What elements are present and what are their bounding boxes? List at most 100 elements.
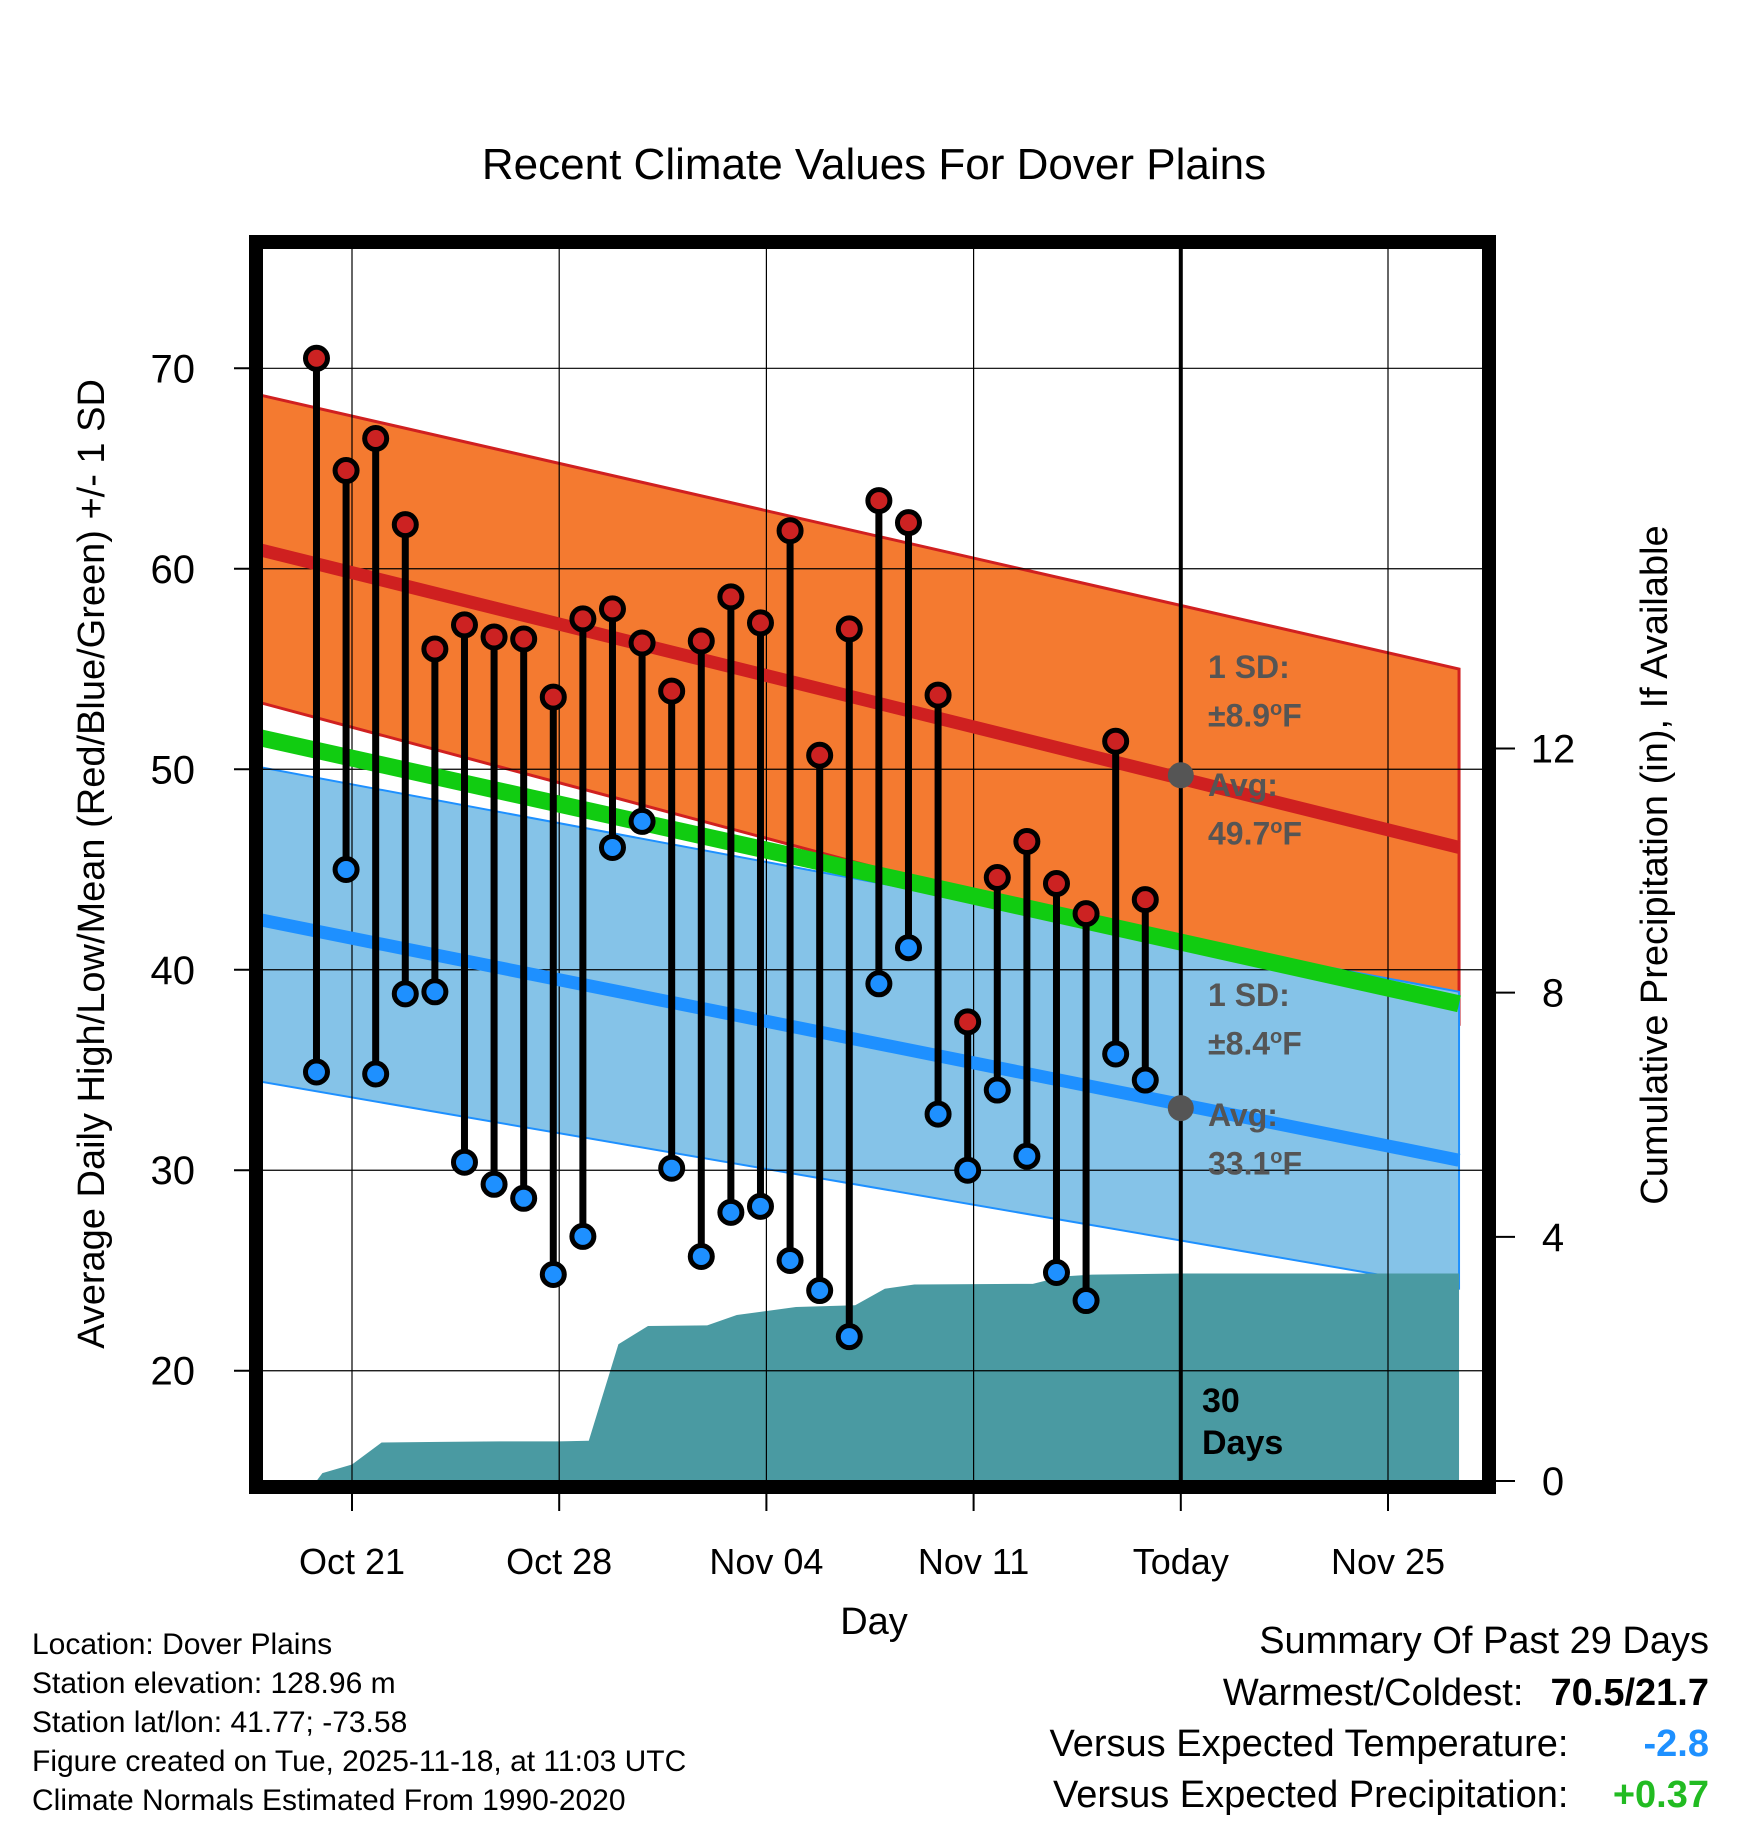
window-days-label: 30 Days (1202, 1380, 1283, 1464)
low-dot (954, 1156, 982, 1184)
avg-high-unit: F (1282, 815, 1303, 852)
high-dot (894, 509, 922, 537)
high-dot (598, 595, 626, 623)
summary-extremes-value: 70.5/21.7 (1550, 1672, 1709, 1714)
high-dot (776, 517, 804, 545)
sd-high-value: ±8.9 (1208, 697, 1271, 734)
info-location: Location: Dover Plains (32, 1628, 333, 1661)
low-dot (687, 1242, 715, 1270)
low-dot (302, 1058, 330, 1086)
summary-precip-row: Versus Expected Precipitation: +0.37 (1053, 1774, 1709, 1817)
high-dot (421, 635, 449, 663)
chart-title: Recent Climate Values For Dover Plains (482, 140, 1266, 189)
avg-high-value: 49.7 (1208, 815, 1271, 852)
sd-low-unit: F (1282, 1025, 1302, 1062)
avg-low-label: Avg: (1208, 1097, 1278, 1133)
avg-low-value-line: 33.1oF (1208, 1136, 1302, 1185)
high-dot (362, 424, 390, 452)
low-dot (391, 980, 419, 1008)
low-dot (658, 1154, 686, 1182)
avg-low-annotation: Avg: 33.1oF (1208, 1094, 1302, 1185)
y-tick-label: 40 (151, 949, 196, 993)
avg-high-annotation: Avg: 49.7oF (1208, 764, 1302, 855)
y-axis-title: Average Daily High/Low/Mean (Red/Blue/Gr… (71, 379, 113, 1349)
plot-area (262, 248, 1483, 1481)
low-dot (983, 1076, 1011, 1104)
info-normals: Climate Normals Estimated From 1990-2020 (32, 1784, 626, 1817)
summary-precip-value: +0.37 (1612, 1774, 1709, 1816)
window-days-number: 30 (1202, 1382, 1240, 1420)
info-created: Figure created on Tue, 2025-11-18, at 11… (32, 1745, 687, 1778)
high-dot (1013, 827, 1041, 855)
today-avg-high-dot (1167, 762, 1194, 789)
high-dot (835, 615, 863, 643)
high-dot (450, 611, 478, 639)
avg-low-unit: F (1282, 1145, 1303, 1182)
low-dot (539, 1260, 567, 1288)
summary-extremes-label: Warmest/Coldest: (1222, 1672, 1524, 1714)
high-dot (717, 583, 745, 611)
y-tick-label: 50 (151, 748, 196, 792)
low-dot (510, 1184, 538, 1212)
y2-tick-label: 8 (1542, 972, 1564, 1016)
low-dot (628, 807, 656, 835)
info-latlon: Station lat/lon: 41.77; -73.58 (32, 1706, 408, 1739)
window-days-unit: Days (1202, 1424, 1284, 1462)
avg-low-value: 33.1 (1208, 1145, 1271, 1182)
sd-low-label: 1 SD: (1208, 977, 1290, 1013)
high-dot (1102, 727, 1130, 755)
sd-low-value: ±8.4 (1208, 1025, 1271, 1062)
high-dot (510, 625, 538, 653)
sd-high-annotation: 1 SD: ±8.9oF (1208, 646, 1302, 737)
sd-high-value-line: ±8.9oF (1208, 688, 1302, 737)
sd-high-label: 1 SD: (1208, 649, 1290, 685)
high-dot (1042, 870, 1070, 898)
summary-title: Summary Of Past 29 Days (1259, 1620, 1709, 1662)
high-dot (687, 627, 715, 655)
summary-temp-row: Versus Expected Temperature: -2.8 (1050, 1723, 1709, 1766)
avg-low-degree: o (1270, 1146, 1283, 1168)
high-dot (924, 681, 952, 709)
high-dot (1072, 900, 1100, 928)
y2-tick-label: 0 (1542, 1460, 1564, 1504)
high-dot (954, 1008, 982, 1036)
x-tick-label: Today (1133, 1541, 1229, 1582)
sd-high-unit: F (1282, 697, 1302, 734)
avg-high-degree: o (1270, 816, 1283, 838)
high-dot (391, 511, 419, 539)
summary-temp-label: Versus Expected Temperature: (1049, 1723, 1569, 1765)
high-dot (480, 623, 508, 651)
y-tick-label: 70 (151, 347, 196, 391)
low-dot (1072, 1287, 1100, 1315)
low-dot (1013, 1142, 1041, 1170)
x-axis-title: Day (840, 1601, 908, 1643)
low-dot (835, 1323, 863, 1351)
sd-high-degree: o (1270, 698, 1283, 720)
low-dot (1131, 1066, 1159, 1094)
high-dot (658, 677, 686, 705)
low-dot (806, 1277, 834, 1305)
low-dot (332, 856, 360, 884)
high-dot (865, 487, 893, 515)
low-dot (924, 1100, 952, 1128)
avg-high-value-line: 49.7oF (1208, 806, 1302, 855)
high-dot (302, 344, 330, 372)
high-dot (332, 457, 360, 485)
x-tick-label: Oct 28 (506, 1541, 612, 1582)
low-dot (894, 934, 922, 962)
low-dot (362, 1060, 390, 1088)
x-tick-label: Nov 04 (709, 1541, 823, 1582)
avg-high-label: Avg: (1208, 767, 1278, 803)
summary-precip-label: Versus Expected Precipitation: (1053, 1774, 1569, 1816)
plot-frame (249, 235, 1496, 1494)
y2-axis-title: Cumulative Precipitation (in), If Availa… (1634, 525, 1676, 1204)
high-dot (569, 605, 597, 633)
today-avg-low-dot (1167, 1095, 1194, 1122)
low-dot (776, 1246, 804, 1274)
sd-low-value-line: ±8.4oF (1208, 1016, 1302, 1065)
high-dot (1131, 886, 1159, 914)
x-tick-label: Oct 21 (299, 1541, 405, 1582)
low-dot (1042, 1258, 1070, 1286)
sd-low-annotation: 1 SD: ±8.4oF (1208, 974, 1302, 1065)
